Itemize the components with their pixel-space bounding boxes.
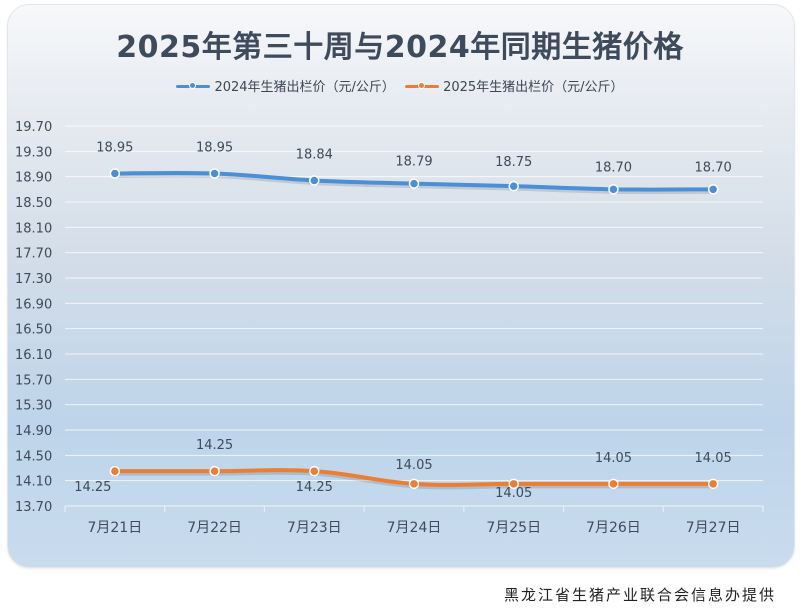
legend-item-2024: 2024年生猪出栏价（元/公斤） [176,76,395,95]
legend-line-marker-icon [405,80,440,92]
y-tick-label: 17.70 [15,247,52,262]
chart-title: 2025年第三十周与2024年同期生猪价格 [116,30,684,65]
data-point-marker [209,168,220,179]
data-point-marker [109,168,121,179]
x-tick-label: 7月25日 [486,520,541,536]
data-label: 18.79 [395,155,432,170]
y-tick-label: 18.50 [15,196,52,211]
y-tick-label: 17.30 [15,272,52,287]
data-label: 18.95 [96,141,133,156]
data-label: 18.70 [595,160,632,175]
data-label: 18.84 [296,147,333,162]
data-label: 14.05 [595,451,632,466]
source-credit: 黑龙江省生猪产业联合会信息办提供 [503,586,776,604]
y-tick-label: 18.90 [15,171,52,186]
y-tick-label: 16.90 [15,297,52,312]
gridlines [65,125,763,482]
data-point-marker [109,465,121,477]
x-tick-label: 7月24日 [387,520,442,536]
data-label: 18.75 [495,155,532,170]
data-point-marker [309,175,320,186]
chart-legend: 2024年生猪出栏价（元/公斤） 2025年生猪出栏价（元/公斤） [0,76,800,96]
data-point-marker [707,184,719,195]
data-point-marker [608,184,619,195]
data-labels: 18.95 18.95 18.84 18.79 18.75 18.70 18.70 14.25… [74,141,732,501]
x-axis: 7月21日 7月22日 7月23日 7月24日 7月25日 7月26日 7月27日 [64,505,764,536]
y-tick-label: 19.30 [15,145,52,160]
legend-item-2025: 2025年生猪出栏价（元/公斤） [405,76,624,95]
data-point-marker [508,478,519,490]
y-axis: 19.70 19.30 18.90 18.50 18.10 17.70 17.30 16.90… [15,120,52,515]
data-label: 18.70 [695,160,732,175]
x-tick-label: 7月21日 [87,520,142,536]
data-label: 14.25 [296,480,333,495]
data-label: 14.05 [395,458,432,473]
x-tick-label: 7月23日 [287,520,342,536]
data-label: 14.05 [495,486,532,501]
data-point-marker [508,180,519,192]
data-point-marker [209,465,220,477]
data-label: 14.05 [695,451,732,466]
data-label: 14.25 [196,438,233,453]
x-tick-label: 7月27日 [686,520,741,536]
y-tick-label: 15.30 [15,399,52,414]
data-point-marker [707,478,719,490]
data-point-marker [608,478,619,490]
legend-label-2025: 2025年生猪出栏价（元/公斤） [443,80,624,95]
x-tick-label: 7月22日 [187,520,242,536]
y-tick-label: 16.10 [15,348,52,363]
chart-panel [7,4,795,568]
data-label: 18.95 [196,141,233,156]
series-lines [109,168,719,490]
y-tick-label: 15.70 [15,373,52,388]
data-label: 14.25 [74,480,111,495]
legend-line-marker-icon [176,80,211,92]
x-tick-label: 7月26日 [586,520,641,536]
y-tick-label: 13.70 [15,500,52,515]
y-tick-label: 16.50 [15,323,52,338]
y-tick-label: 14.10 [15,475,52,490]
legend-label-2024: 2024年生猪出栏价（元/公斤） [214,80,395,95]
y-tick-label: 18.10 [15,221,52,236]
data-point-marker [408,178,420,189]
data-point-marker [408,478,420,490]
y-tick-label: 19.70 [15,120,52,135]
y-tick-label: 14.50 [15,449,52,464]
y-tick-label: 14.90 [15,424,52,439]
data-point-marker [309,465,320,477]
